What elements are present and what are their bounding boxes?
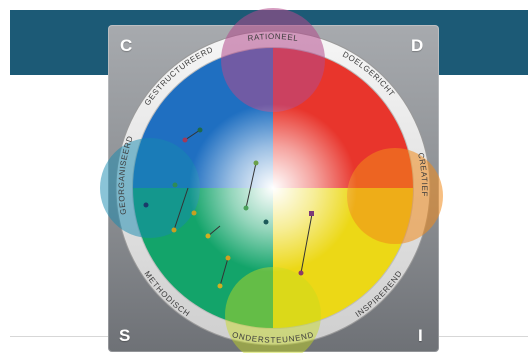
marker-dot: [298, 270, 304, 276]
marker-dot: [263, 219, 269, 225]
marker-line: [184, 129, 201, 141]
marker-square: [309, 211, 314, 216]
marker-dot: [191, 210, 197, 216]
profile-markers: [143, 127, 314, 289]
marker-line: [245, 162, 257, 209]
marker-dot: [205, 233, 211, 239]
corner-label-s: S: [119, 326, 131, 345]
marker-dot: [182, 137, 188, 143]
marker-line: [173, 187, 189, 231]
corner-label-i: I: [418, 326, 423, 345]
ring-label-rationeel: RATIONEEL: [247, 32, 299, 43]
corner-label-d: D: [411, 36, 424, 55]
marker-dot: [253, 160, 259, 166]
marker-dot: [225, 255, 231, 261]
marker-dot: [197, 127, 203, 133]
marker-line: [219, 257, 229, 287]
marker-dot: [217, 283, 223, 289]
marker-dot: [143, 202, 149, 208]
marker-line: [207, 225, 221, 237]
color-disc: [100, 8, 443, 353]
marker-dot: [243, 205, 249, 211]
marker-dot: [172, 182, 178, 188]
corner-label-c: C: [120, 36, 133, 55]
marker-line: [300, 213, 313, 274]
marker-dot: [171, 227, 177, 233]
